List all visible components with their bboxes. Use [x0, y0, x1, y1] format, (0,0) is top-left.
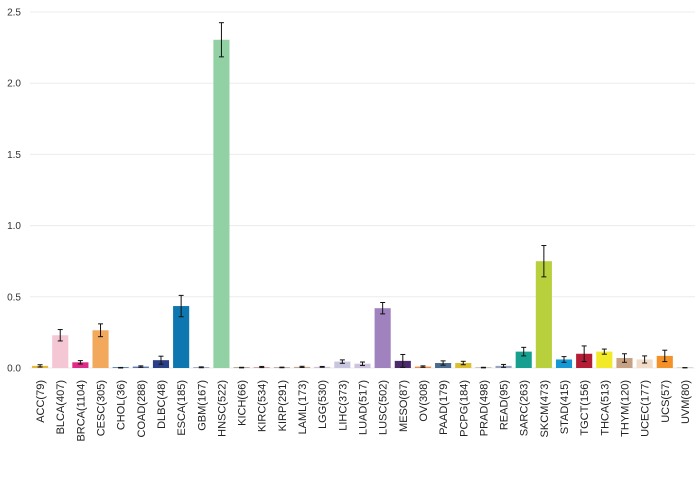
x-tick-label: GBM(167) [196, 380, 208, 431]
error-bar-LAML(173) [299, 365, 305, 368]
error-bar-STAD(415) [561, 356, 567, 363]
y-tick-label: 0.5 [7, 292, 21, 303]
bar-THCA(513) [596, 351, 613, 368]
error-bar-SARC(263) [521, 346, 527, 357]
y-tick-label: 1.5 [7, 150, 21, 161]
bar-STAD(415) [555, 359, 573, 368]
y-tick-label: 2.0 [7, 79, 21, 90]
bar-BRCA(1104) [72, 362, 89, 368]
x-tick-label: LAML(173) [297, 380, 309, 434]
error-bar-READ(95) [501, 363, 507, 368]
x-tick-label: LIHC(373) [337, 380, 349, 431]
bar-THYM(120) [616, 358, 633, 368]
x-tick-label: ESCA(185) [176, 380, 188, 436]
error-bar-THYM(120) [621, 353, 627, 363]
x-tick-label: BRCA(1104) [75, 380, 87, 442]
error-bar-LUAD(517) [360, 361, 365, 366]
x-tick-label: TGCT(156) [579, 380, 591, 436]
x-tick-label: PRAD(498) [478, 380, 490, 436]
x-tick-label: CESC(305) [96, 380, 108, 436]
x-tick-label: UVM(80) [680, 380, 692, 424]
error-bar-SKCM(473) [541, 245, 547, 278]
x-tick-label: THYM(120) [619, 380, 631, 437]
error-bar-DLBC(48) [158, 355, 164, 365]
bar-UCEC(177) [636, 359, 653, 368]
error-bars [37, 22, 688, 369]
bar-PCPG(184) [455, 363, 472, 368]
x-tick-label: THCA(513) [599, 380, 611, 436]
bar-SKCM(473) [535, 261, 552, 368]
y-tick-label: 0.0 [7, 364, 21, 375]
error-bar-BLCA(407) [57, 329, 63, 342]
bar-series [32, 39, 693, 368]
error-bar-LGG(530) [319, 365, 325, 368]
error-bar-GBM(167) [198, 366, 204, 369]
error-bar-KIRC(534) [259, 365, 265, 369]
x-tick-label: KIRC(534) [257, 380, 269, 432]
error-bar-THCA(513) [601, 348, 607, 355]
x-tick-label: MESO(87) [398, 380, 410, 432]
x-tick-label: KIRP(291) [277, 380, 289, 431]
x-tick-label: KICH(66) [237, 380, 249, 426]
y-tick-label: 2.5 [7, 8, 21, 19]
x-tick-label: LGG(530) [317, 380, 329, 429]
error-bar-PCPG(184) [460, 360, 466, 366]
error-bar-KIRP(291) [279, 366, 285, 369]
x-tick-label: SARC(263) [519, 380, 531, 436]
bar-SARC(263) [515, 351, 532, 368]
error-bar-UCS(57) [662, 349, 668, 363]
error-bar-KICH(66) [239, 366, 245, 369]
error-bar-PRAD(498) [480, 366, 486, 369]
bar-BLCA(407) [52, 335, 69, 368]
bar-LIHC(373) [334, 361, 351, 368]
error-bar-UCEC(177) [642, 355, 648, 364]
x-tick-label: STAD(415) [559, 380, 571, 434]
x-tick-label: ACC(79) [35, 380, 47, 423]
x-tick-label: PAAD(179) [438, 380, 450, 435]
y-tick-label: 1.0 [7, 221, 21, 232]
bar-ESCA(185) [173, 306, 190, 368]
error-bar-ACC(79) [37, 364, 43, 368]
bar-CESC(305) [92, 330, 109, 368]
x-tick-label: UCS(57) [660, 380, 672, 423]
error-bar-COAD(288) [138, 365, 144, 368]
bar-HNSC(522) [213, 39, 230, 368]
x-axis-tick-labels: ACC(79) BLCA(407) BRCA(1104) CESC(305) CHOL(… [35, 380, 692, 442]
x-tick-label: UCEC(177) [640, 380, 652, 437]
error-bar-LUSC(502) [380, 301, 386, 315]
error-bar-TGCT(156) [581, 345, 587, 363]
error-bar-BRCA(1104) [77, 360, 83, 365]
x-tick-label: SKCM(473) [539, 380, 551, 437]
bar-LUSC(502) [374, 308, 391, 368]
error-bar-CESC(305) [98, 323, 104, 338]
x-tick-label: OV(308) [418, 380, 430, 422]
x-tick-label: CHOL(36) [116, 380, 128, 430]
error-bar-PAAD(179) [440, 360, 446, 366]
y-axis-tick-labels: 0.0 0.5 1.0 1.5 2.0 2.5 [7, 8, 21, 375]
x-tick-label: PCPG(184) [458, 380, 470, 437]
error-bar-HNSC(522) [218, 22, 224, 58]
error-bar-ESCA(185) [178, 294, 184, 318]
x-tick-label: COAD(288) [136, 380, 148, 437]
x-tick-label: LUSC(502) [378, 380, 390, 435]
error-bar-MESO(87) [400, 353, 406, 368]
y-gridlines [30, 11, 695, 369]
error-bar-OV(308) [420, 365, 426, 368]
x-tick-label: LUAD(517) [358, 380, 370, 435]
error-bar-LIHC(373) [339, 359, 345, 364]
x-tick-label: HNSC(522) [216, 380, 228, 437]
error-bar-CHOL(36) [118, 366, 124, 369]
x-tick-label: BLCA(407) [55, 380, 67, 434]
x-tick-label: READ(95) [499, 380, 511, 430]
x-tick-label: DLBC(48) [156, 380, 168, 429]
